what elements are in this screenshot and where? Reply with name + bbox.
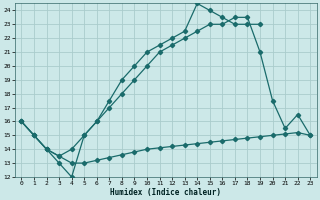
X-axis label: Humidex (Indice chaleur): Humidex (Indice chaleur) — [110, 188, 221, 197]
